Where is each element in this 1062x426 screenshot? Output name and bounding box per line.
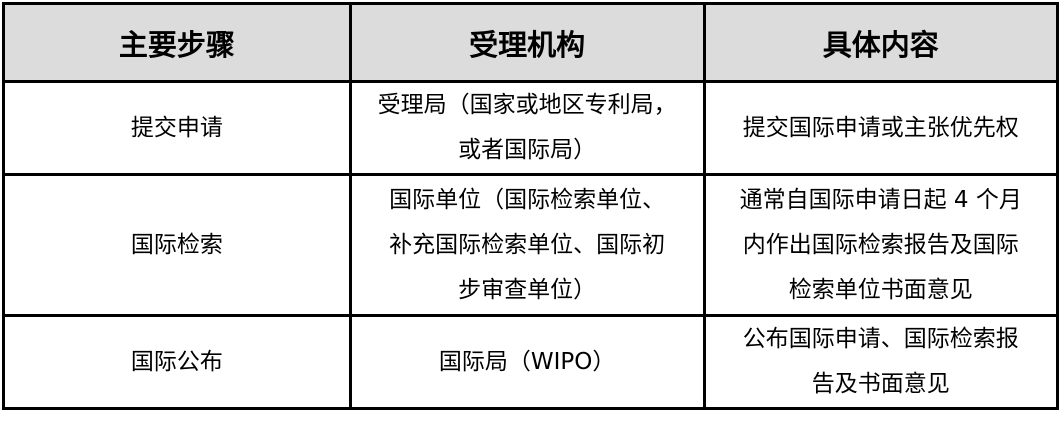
cell-line: 补充国际检索单位、国际初 <box>389 231 666 258</box>
cell-line: 通常自国际申请日起 4 个月 <box>739 186 1022 213</box>
pct-steps-table: 主要步骤 受理机构 具体内容 提交申请 受理局（国家或地区专利局， 或者国际局）… <box>2 2 1060 410</box>
cell-line: 国际单位（国际检索单位、 <box>389 186 666 213</box>
content-cell: 公布国际申请、国际检索报 告及书面意见 <box>702 314 1060 410</box>
cell-line: 告及书面意见 <box>811 371 950 397</box>
cell-line: 公布国际申请、国际检索报 <box>742 326 1019 352</box>
header-row: 主要步骤 受理机构 具体内容 <box>2 2 1060 83</box>
cell-line: 步审查单位） <box>458 276 597 303</box>
header-main-steps: 主要步骤 <box>2 2 352 83</box>
cell-line: 提交国际申请或主张优先权 <box>742 114 1019 141</box>
step-cell: 国际检索 <box>2 173 352 317</box>
cell-line: 受理局（国家或地区专利局， <box>377 92 677 118</box>
agency-cell: 受理局（国家或地区专利局， 或者国际局） <box>348 80 706 176</box>
header-agency: 受理机构 <box>348 2 706 83</box>
content-cell: 通常自国际申请日起 4 个月 内作出国际检索报告及国际 检索单位书面意见 <box>702 173 1060 317</box>
content-cell: 提交国际申请或主张优先权 <box>702 80 1060 176</box>
cell-line: 检索单位书面意见 <box>788 276 973 303</box>
agency-cell: 国际单位（国际检索单位、 补充国际检索单位、国际初 步审查单位） <box>348 173 706 317</box>
step-cell: 国际公布 <box>2 314 352 410</box>
table-row: 国际检索 国际单位（国际检索单位、 补充国际检索单位、国际初 步审查单位） 通常… <box>2 173 1060 317</box>
cell-line: 或者国际局） <box>458 137 597 163</box>
table-row: 提交申请 受理局（国家或地区专利局， 或者国际局） 提交国际申请或主张优先权 <box>2 80 1060 176</box>
table-row: 国际公布 国际局（WIPO） 公布国际申请、国际检索报 告及书面意见 <box>2 314 1060 410</box>
step-cell: 提交申请 <box>2 80 352 176</box>
cell-line: 内作出国际检索报告及国际 <box>742 231 1019 258</box>
cell-line: 国际局（WIPO） <box>438 348 616 375</box>
header-content: 具体内容 <box>702 2 1060 83</box>
agency-cell: 国际局（WIPO） <box>348 314 706 410</box>
